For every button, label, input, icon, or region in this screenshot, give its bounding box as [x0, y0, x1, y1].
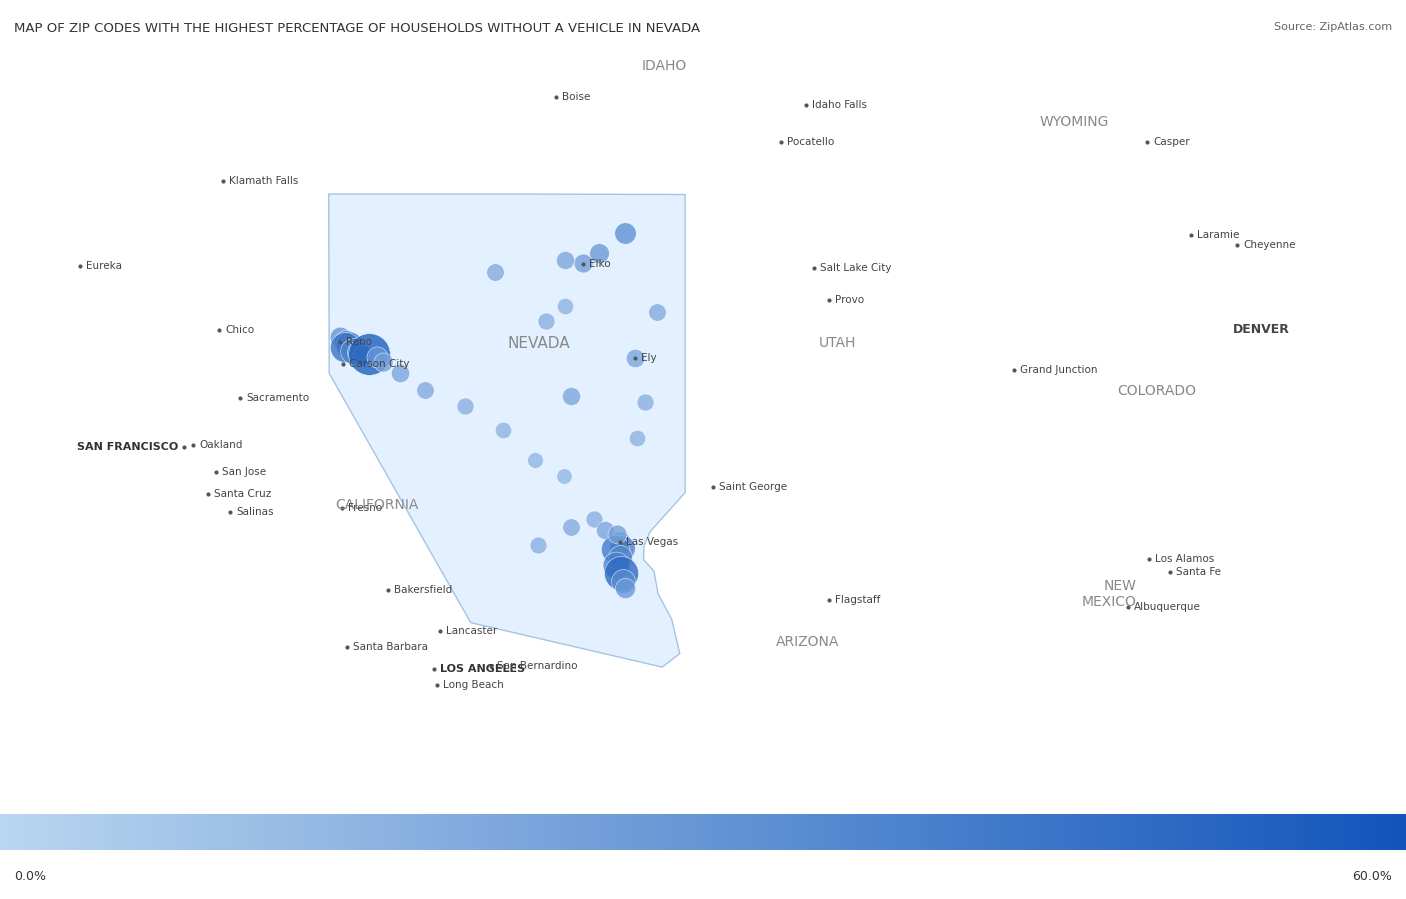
Text: COLORADO: COLORADO	[1118, 384, 1197, 398]
Text: WYOMING: WYOMING	[1039, 115, 1109, 129]
Point	[366, 350, 388, 364]
Text: Grand Junction: Grand Junction	[1021, 365, 1098, 375]
Text: Lancaster: Lancaster	[446, 626, 498, 636]
Text: San Jose: San Jose	[222, 467, 266, 477]
Text: UTAH: UTAH	[818, 336, 856, 351]
Text: Eureka: Eureka	[86, 261, 122, 271]
Text: Santa Fe: Santa Fe	[1177, 567, 1222, 577]
Point	[524, 452, 547, 467]
Text: IDAHO: IDAHO	[641, 58, 686, 73]
Text: Pocatello: Pocatello	[787, 138, 834, 147]
Text: Reno: Reno	[346, 336, 373, 347]
Text: Cheyenne: Cheyenne	[1243, 240, 1296, 251]
Text: Source: ZipAtlas.com: Source: ZipAtlas.com	[1274, 22, 1392, 32]
Text: MAP OF ZIP CODES WITH THE HIGHEST PERCENTAGE OF HOUSEHOLDS WITHOUT A VEHICLE IN : MAP OF ZIP CODES WITH THE HIGHEST PERCEN…	[14, 22, 700, 35]
Text: Provo: Provo	[835, 295, 863, 305]
Point	[335, 335, 357, 350]
Text: Bakersfield: Bakersfield	[394, 585, 451, 595]
Point	[484, 264, 506, 279]
Point	[454, 399, 477, 414]
Text: Klamath Falls: Klamath Falls	[229, 176, 298, 186]
Point	[333, 340, 356, 354]
Point	[337, 338, 360, 352]
Text: Fresno: Fresno	[347, 503, 382, 513]
Point	[534, 314, 557, 328]
Point	[347, 345, 370, 360]
Text: San Bernardino: San Bernardino	[498, 661, 578, 671]
Point	[645, 305, 668, 319]
Text: DENVER: DENVER	[1233, 323, 1289, 336]
Point	[614, 226, 637, 240]
Text: Oakland: Oakland	[200, 440, 243, 450]
Point	[606, 527, 628, 541]
Text: NEVADA: NEVADA	[508, 336, 569, 351]
Point	[582, 512, 605, 527]
Point	[388, 366, 411, 380]
Point	[609, 550, 631, 565]
Point	[359, 347, 381, 361]
Text: Albuquerque: Albuquerque	[1133, 602, 1201, 612]
Point	[624, 352, 647, 366]
Text: Los Alamos: Los Alamos	[1154, 555, 1213, 565]
Point	[588, 245, 610, 260]
Text: Carson City: Carson City	[349, 359, 409, 369]
Polygon shape	[329, 194, 685, 667]
Point	[595, 522, 617, 537]
Text: 0.0%: 0.0%	[14, 870, 46, 883]
Point	[491, 423, 513, 437]
Point	[371, 355, 394, 369]
Text: Santa Barbara: Santa Barbara	[353, 642, 427, 652]
Point	[609, 535, 631, 549]
Text: Salt Lake City: Salt Lake City	[820, 263, 891, 273]
Point	[603, 542, 626, 556]
Text: NEW
MEXICO: NEW MEXICO	[1081, 579, 1137, 610]
Text: Flagstaff: Flagstaff	[835, 595, 880, 605]
Text: Sacramento: Sacramento	[246, 393, 309, 404]
Point	[413, 383, 436, 397]
Text: CALIFORNIA: CALIFORNIA	[335, 497, 419, 512]
Text: Santa Cruz: Santa Cruz	[214, 489, 271, 500]
Point	[553, 468, 575, 483]
Text: Elko: Elko	[589, 259, 610, 269]
Text: Las Vegas: Las Vegas	[626, 538, 678, 547]
Text: Idaho Falls: Idaho Falls	[811, 100, 868, 111]
Text: 60.0%: 60.0%	[1353, 870, 1392, 883]
Point	[560, 520, 582, 534]
Text: Boise: Boise	[562, 93, 591, 102]
Text: Ely: Ely	[641, 353, 657, 363]
Text: LOS ANGELES: LOS ANGELES	[440, 663, 526, 673]
Point	[614, 581, 637, 595]
Point	[605, 558, 627, 573]
Point	[342, 343, 364, 358]
Point	[612, 540, 634, 555]
Text: Casper: Casper	[1153, 138, 1189, 147]
Point	[352, 348, 374, 362]
Point	[554, 299, 576, 314]
Point	[571, 255, 593, 270]
Text: SAN FRANCISCO: SAN FRANCISCO	[77, 441, 179, 451]
Point	[527, 538, 550, 552]
Text: Long Beach: Long Beach	[443, 681, 505, 690]
Point	[554, 253, 576, 267]
Text: Chico: Chico	[225, 325, 254, 334]
Text: Saint George: Saint George	[718, 482, 787, 492]
Point	[634, 395, 657, 409]
Text: Laramie: Laramie	[1197, 230, 1240, 240]
Text: Salinas: Salinas	[236, 507, 274, 517]
Point	[560, 388, 582, 403]
Text: ARIZONA: ARIZONA	[776, 635, 839, 649]
Point	[329, 330, 352, 344]
Point	[610, 566, 633, 581]
Point	[612, 574, 634, 588]
Point	[626, 431, 648, 445]
